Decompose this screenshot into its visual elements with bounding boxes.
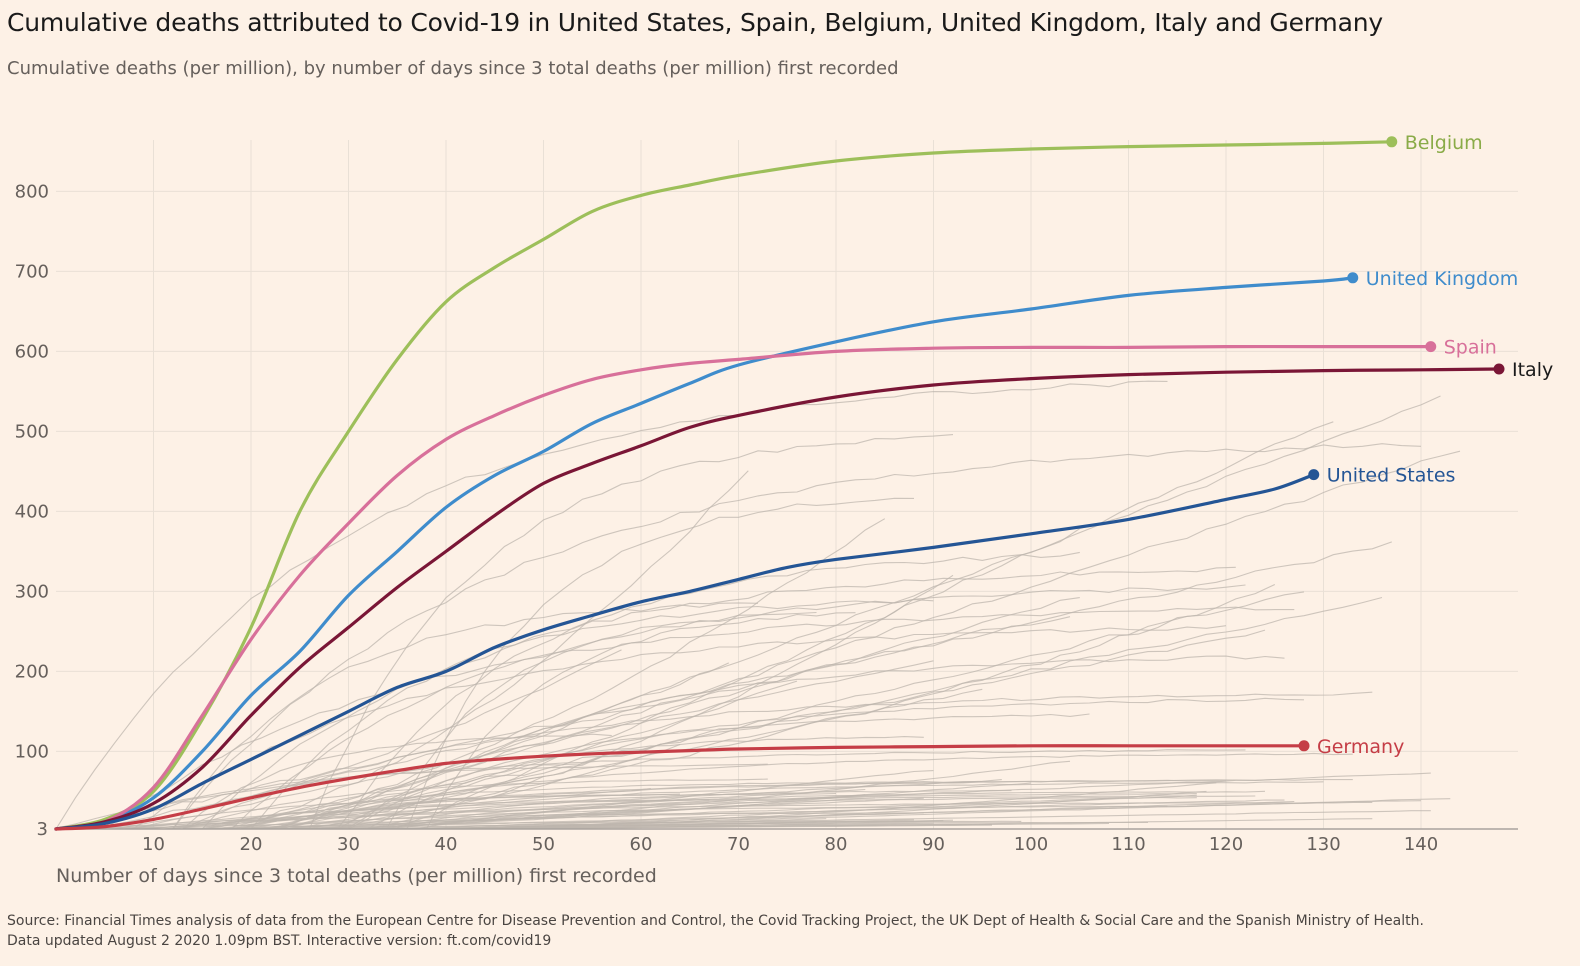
x-tick-label: 80 <box>825 834 848 855</box>
background-country-line <box>289 781 1324 830</box>
x-tick-label: 60 <box>630 834 653 855</box>
background-country-line <box>231 584 1246 830</box>
series-line-germany <box>54 744 1306 831</box>
series-label-united-kingdom: United Kingdom <box>1366 268 1519 290</box>
series-label-spain: Spain <box>1444 337 1497 359</box>
background-country-line <box>201 566 1236 830</box>
background-country-line <box>94 799 1285 830</box>
series-line-italy <box>54 367 1501 831</box>
background-country-line <box>416 793 1197 830</box>
background-country-line <box>308 434 954 830</box>
y-tick-label: 3 <box>37 819 48 840</box>
x-tick-label: 10 <box>142 834 165 855</box>
series-line-spain <box>54 344 1433 831</box>
background-country-line <box>270 450 1461 828</box>
grid-lines <box>56 140 1518 829</box>
series-end-marker-germany <box>1298 740 1310 752</box>
background-country-line <box>55 749 1246 829</box>
updated-note: Data updated August 2 2020 1.09pm BST. I… <box>7 933 552 949</box>
background-country-line <box>406 497 915 830</box>
background-country-line <box>202 470 749 830</box>
series-end-marker-united-states <box>1308 469 1320 481</box>
x-tick-label: 30 <box>337 834 360 855</box>
x-tick-label: 140 <box>1404 834 1438 855</box>
y-tick-label: 400 <box>15 501 49 522</box>
background-country-line <box>250 596 1383 829</box>
background-country-line <box>133 660 934 830</box>
series-label-italy: Italy <box>1512 359 1553 381</box>
background-country-line <box>250 805 1168 830</box>
background-country-line <box>231 779 1227 830</box>
background-country-line <box>426 612 856 830</box>
x-tick-label: 40 <box>435 834 458 855</box>
y-tick-label: 200 <box>15 661 49 682</box>
background-country-line <box>338 736 924 829</box>
series-label-belgium: Belgium <box>1405 132 1483 154</box>
background-country-lines <box>55 380 1461 830</box>
background-country-line <box>94 616 1071 829</box>
x-axis-title: Number of days since 3 total deaths (per… <box>56 865 657 887</box>
series-labels: Belgium United Kingdom Spain Italy United St… <box>1317 132 1553 758</box>
background-country-line <box>202 781 983 830</box>
y-tick-label: 300 <box>15 581 49 602</box>
x-tick-label: 100 <box>1014 834 1048 855</box>
x-tick-label: 20 <box>240 834 263 855</box>
y-tick-label: 100 <box>15 741 49 762</box>
background-country-line <box>367 697 1305 829</box>
background-country-line <box>182 778 768 830</box>
chart-title: Cumulative deaths attributed to Covid-19… <box>7 8 1383 37</box>
background-country-line <box>182 518 886 830</box>
y-tick-label: 700 <box>15 261 49 282</box>
background-country-line <box>85 763 768 830</box>
x-tick-label: 110 <box>1111 834 1145 855</box>
x-tick-label: 90 <box>922 834 945 855</box>
series-line-united-kingdom <box>54 276 1355 831</box>
x-tick-label: 50 <box>532 834 555 855</box>
background-country-line <box>182 733 612 830</box>
chart-footer: Source: Financial Times analysis of data… <box>7 911 1424 951</box>
series-line-united-states <box>54 473 1316 831</box>
background-country-line <box>250 599 934 830</box>
series-end-marker-italy <box>1493 363 1505 375</box>
series-label-germany: Germany <box>1317 736 1404 758</box>
background-country-line <box>280 810 1431 830</box>
background-country-line <box>309 574 954 830</box>
source-note: Source: Financial Times analysis of data… <box>7 913 1424 929</box>
background-country-line <box>426 819 954 830</box>
background-country-line <box>182 691 1373 830</box>
background-country-line <box>172 806 720 830</box>
background-country-line <box>65 779 1002 830</box>
background-country-line <box>338 551 1080 828</box>
background-country-line <box>75 775 544 830</box>
y-tick-label: 800 <box>15 181 49 202</box>
series-label-united-states: United States <box>1327 465 1456 487</box>
background-country-line <box>124 788 866 830</box>
x-tick-label: 70 <box>727 834 750 855</box>
background-country-line <box>133 625 1227 829</box>
background-country-line <box>367 782 1032 830</box>
background-country-line <box>348 655 1285 828</box>
background-country-line <box>55 380 1168 830</box>
background-country-line <box>172 602 759 830</box>
background-country-line <box>211 629 1266 830</box>
x-axis: 10 20 30 40 50 60 70 80 90 100 110 120 130 140 3 100 200… <box>15 181 1518 855</box>
series-end-marker-spain <box>1425 341 1437 353</box>
background-country-line <box>65 541 1392 830</box>
x-tick-label: 120 <box>1209 834 1243 855</box>
background-country-line <box>172 443 1422 830</box>
chart-subtitle: Cumulative deaths (per million), by numb… <box>7 58 899 79</box>
highlighted-series <box>54 136 1505 831</box>
series-end-marker-united-kingdom <box>1347 272 1359 284</box>
x-tick-label: 130 <box>1306 834 1340 855</box>
series-end-marker-belgium <box>1386 136 1398 148</box>
line-chart: 10 20 30 40 50 60 70 80 90 100 110 120 130 140 3 100 200… <box>15 132 1554 887</box>
y-tick-label: 600 <box>15 341 49 362</box>
y-tick-label: 500 <box>15 421 49 442</box>
background-country-line <box>241 597 1080 830</box>
background-country-line <box>309 591 1305 829</box>
background-country-line <box>397 421 1334 829</box>
